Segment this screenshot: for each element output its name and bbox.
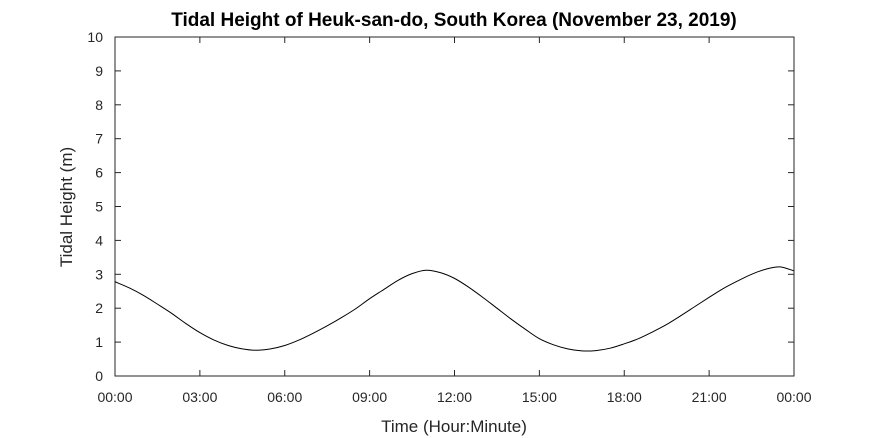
y-tick-label: 2	[95, 300, 103, 316]
y-tick-label: 6	[95, 165, 103, 181]
y-tick-label: 9	[95, 63, 103, 79]
y-axis-ticks: 0 1 2 3 4 5 6 7 8 9 10	[87, 29, 794, 384]
x-tick-label: 09:00	[352, 389, 387, 405]
x-tick-label: 03:00	[182, 389, 217, 405]
tidal-height-line	[114, 266, 795, 352]
y-tick-label: 5	[95, 199, 103, 215]
y-tick-label: 0	[95, 368, 103, 384]
x-axis-ticks: 00:00 03:00 06:00 09:00 12:00 15:00 18:00 21:00…	[97, 37, 812, 405]
x-tick-label: 15:00	[522, 389, 557, 405]
y-tick-label: 7	[95, 131, 103, 147]
y-tick-label: 10	[87, 29, 103, 45]
chart-title: Tidal Height of Heuk-san-do, South Korea…	[171, 10, 737, 31]
x-tick-label: 00:00	[776, 389, 811, 405]
y-tick-label: 3	[95, 266, 103, 282]
x-tick-label: 12:00	[437, 389, 472, 405]
y-tick-label: 8	[95, 97, 103, 113]
x-tick-label: 06:00	[267, 389, 302, 405]
x-tick-label: 21:00	[692, 389, 727, 405]
y-tick-label: 4	[95, 232, 103, 248]
y-tick-label: 1	[95, 334, 103, 350]
series	[114, 266, 795, 352]
y-axis-label: Tidal Height (m)	[57, 147, 76, 267]
x-tick-label: 18:00	[607, 389, 642, 405]
x-axis-label: Time (Hour:Minute)	[381, 417, 527, 436]
x-tick-label: 00:00	[97, 389, 132, 405]
